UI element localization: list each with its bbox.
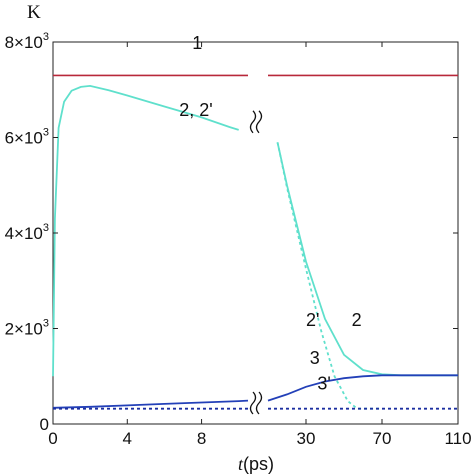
y-tick-mantissa: 0 (40, 415, 49, 434)
axis-break-mark-1-a (249, 110, 257, 134)
y-tick-mantissa: 8×10 (5, 33, 43, 52)
y-tick-label: 6×103 (5, 127, 49, 148)
y-axis-label: K (27, 2, 41, 23)
labels-layer: K t(ps) (27, 2, 274, 474)
y-tick-exponent: 3 (43, 31, 49, 43)
axis-break-mark-1-b (255, 110, 263, 134)
x-axis-label: t(ps) (238, 454, 274, 474)
series-annotation: 3' (317, 374, 330, 394)
y-tick-mantissa: 4×10 (5, 224, 43, 243)
y-tick-label: 8×103 (5, 31, 49, 52)
annotation-layer: 1 2, 2' 2' 2 3 3' (179, 33, 361, 393)
series-line-2prime-right (276, 142, 382, 410)
y-tick-label: 0 (40, 415, 49, 434)
series-line-2-right (276, 142, 458, 377)
series-line-3-right (267, 374, 458, 402)
y-tick-exponent: 3 (43, 318, 49, 330)
series-annotation: 1 (192, 33, 202, 53)
x-axis-variable: t (238, 454, 244, 474)
x-tick-label: 0 (48, 429, 57, 448)
y-tick-label: 4×103 (5, 222, 49, 243)
series-layer (52, 74, 458, 410)
axis-break-gap (252, 43, 264, 423)
y-tick-exponent: 3 (43, 222, 49, 234)
series-annotation: 3 (310, 348, 320, 368)
x-tick-label: 70 (373, 429, 392, 448)
y-tick-exponent: 3 (43, 127, 49, 139)
x-tick-label: 4 (123, 429, 132, 448)
x-tick-label: 8 (197, 429, 206, 448)
series-annotation: 2' (306, 310, 319, 330)
axis-break-mark-2-a (249, 391, 257, 415)
series-annotation: 2, 2' (179, 100, 212, 120)
axis-break (249, 43, 264, 423)
series-line-3-left (52, 399, 249, 409)
x-axis-unit: (ps) (243, 454, 274, 474)
x-tick-label: 110 (444, 429, 471, 448)
series-annotation: 2 (352, 310, 362, 330)
y-tick-mantissa: 2×10 (5, 320, 43, 339)
series-line-2-left (52, 84, 239, 377)
y-tick-label: 2×103 (5, 318, 49, 339)
x-tick-label: 30 (297, 429, 316, 448)
y-tick-mantissa: 6×10 (5, 129, 43, 148)
axis-break-mark-2-b (255, 391, 263, 415)
